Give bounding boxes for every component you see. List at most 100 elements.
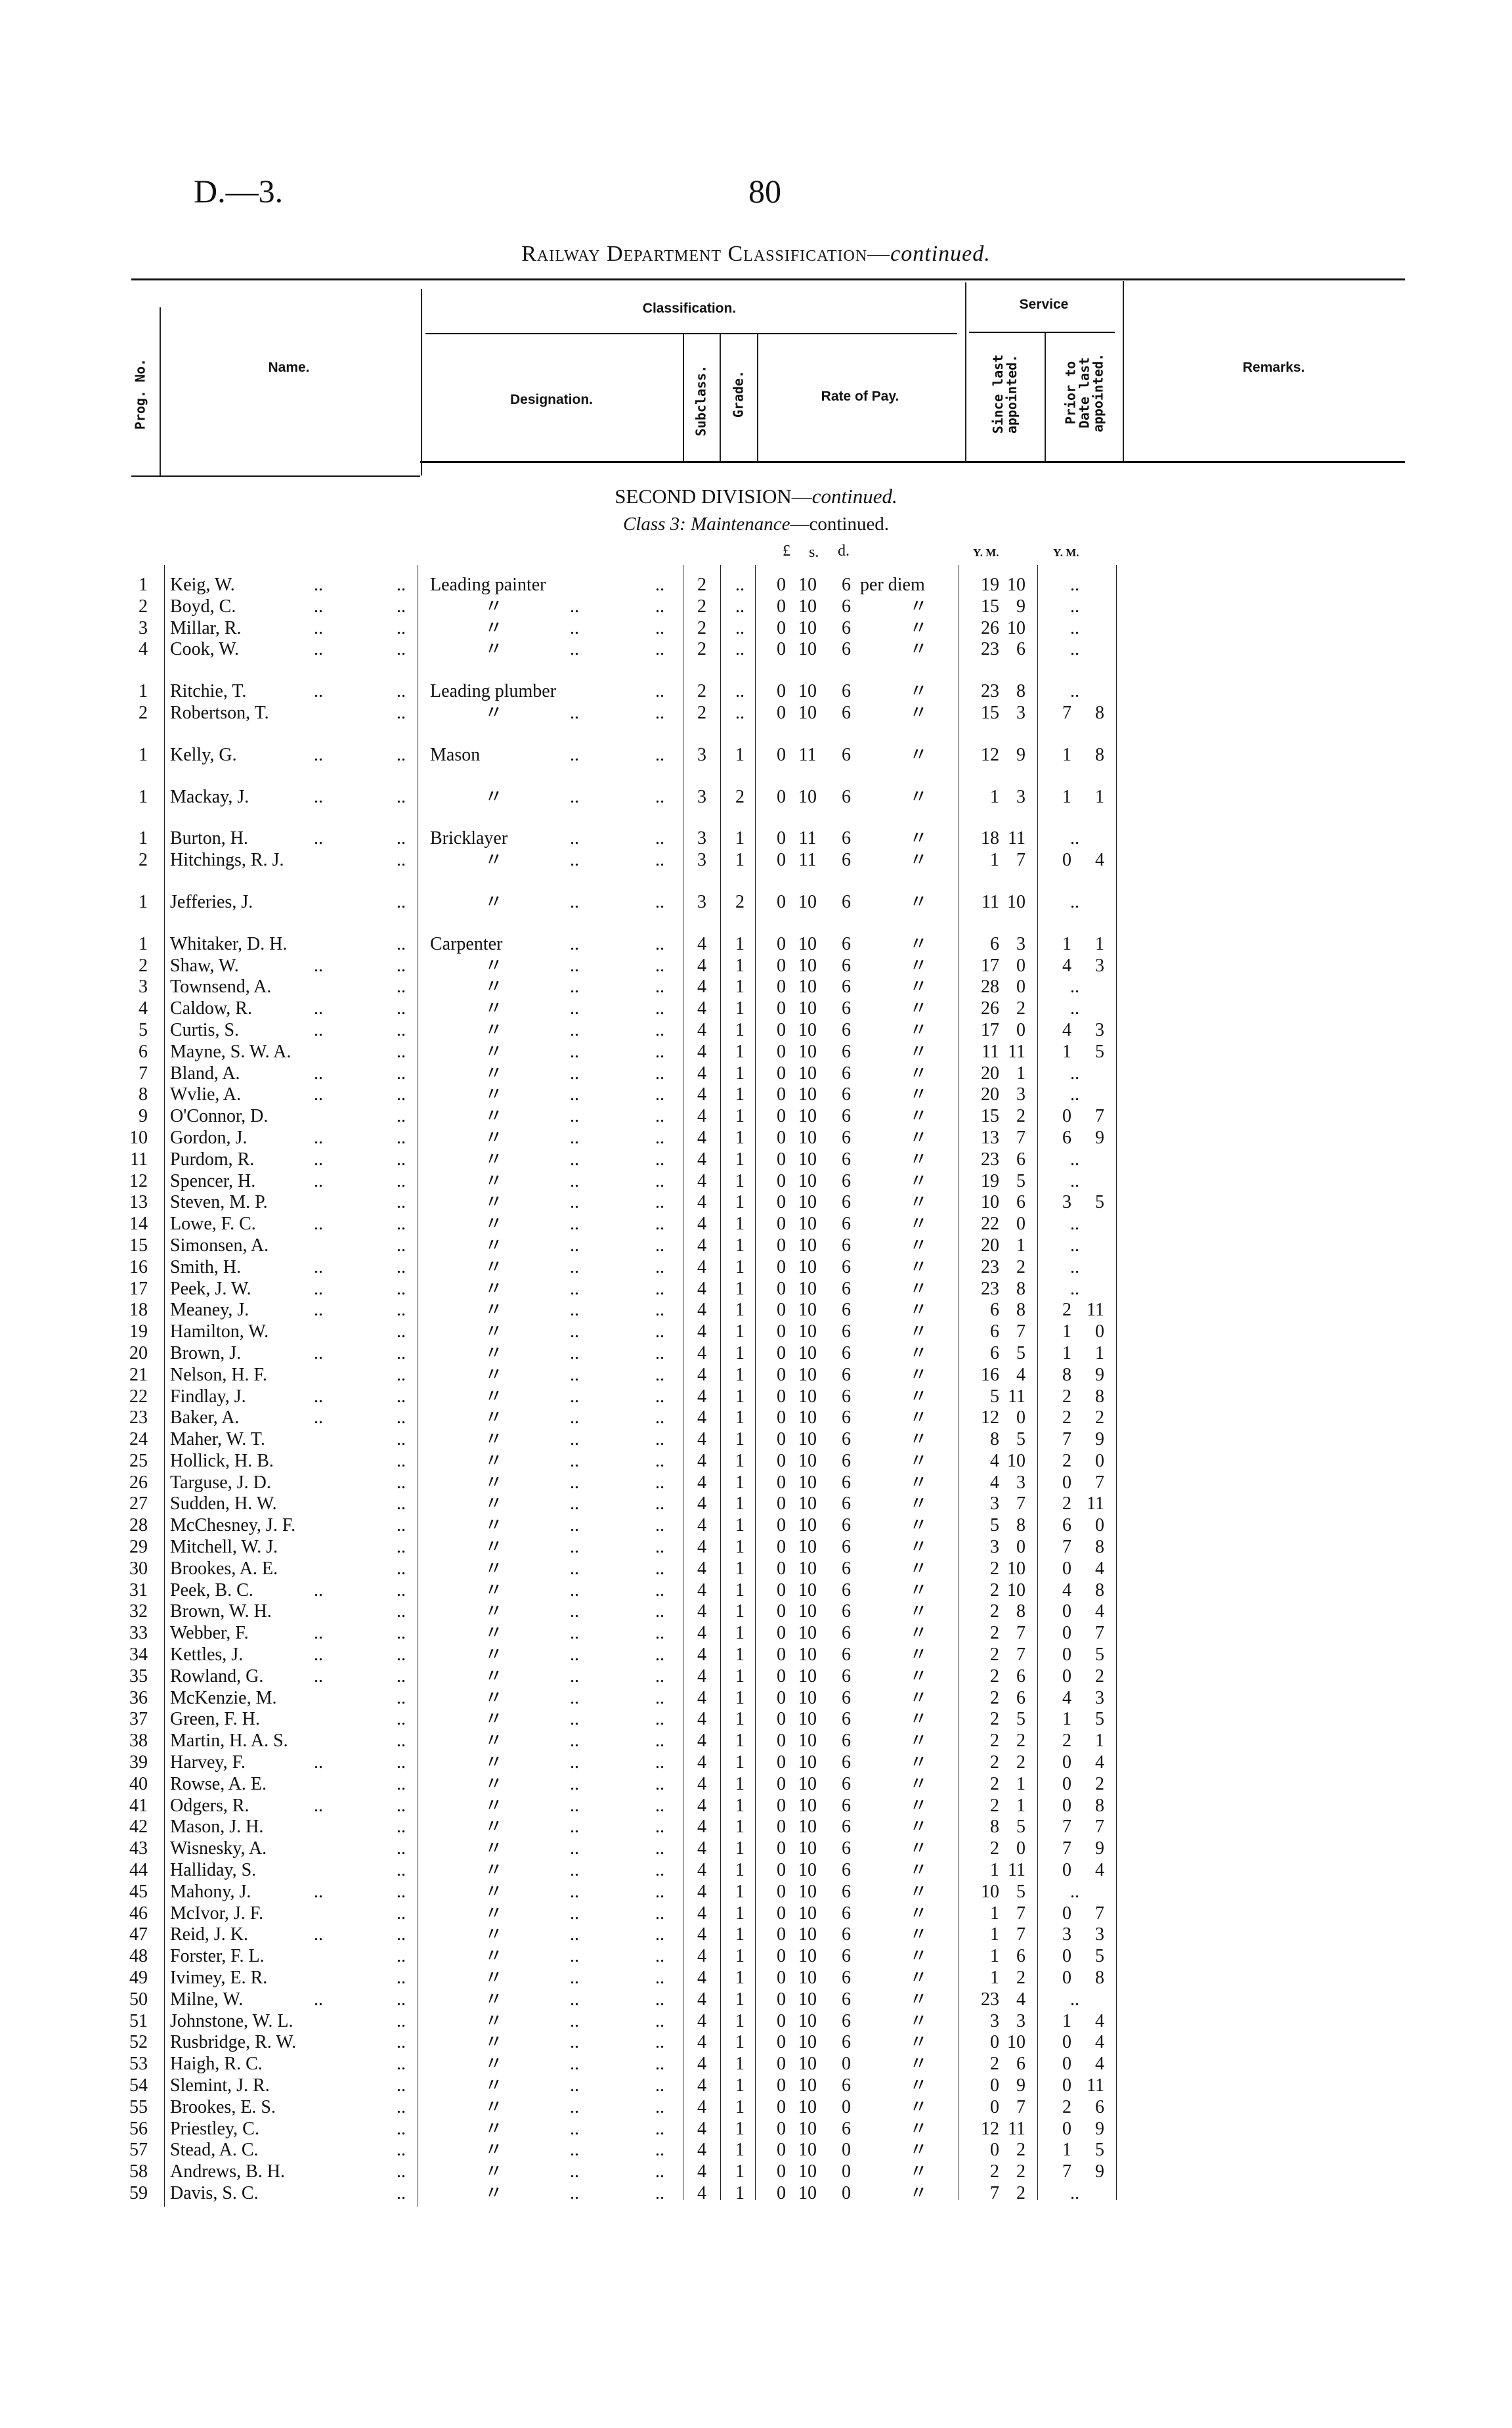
grade: 1	[735, 1364, 745, 1385]
pay-shillings: 10	[798, 1881, 817, 1902]
prior-months: 8	[1095, 744, 1104, 765]
dot-leader: ..	[570, 2054, 579, 2075]
prog-no: 1	[139, 891, 148, 912]
pay-pence: 6	[842, 1558, 851, 1579]
pay-pounds: 0	[777, 1903, 786, 1924]
designation: 〃	[485, 998, 504, 1019]
prior-years: ..	[1070, 575, 1079, 595]
dot-leader: ..	[397, 2075, 406, 2096]
dot-leader: ..	[570, 1752, 579, 1773]
body-divider-subclass	[720, 565, 721, 2200]
dot-leader: ..	[570, 1450, 579, 1471]
table-row: 12 Spencer, H. 4 1 0 10 6 19 5.. 〃〃........	[0, 1171, 1512, 1193]
subclass: 4	[697, 1149, 706, 1170]
pay-period: 〃	[909, 1881, 928, 1902]
header-subclass: Subclass.	[693, 364, 709, 437]
header-since-last-appointed: Since last appointed.	[990, 354, 1020, 434]
employee-name: Davis, S. C.	[170, 2182, 259, 2203]
dot-leader: ..	[655, 596, 664, 617]
prior-months: 2	[1095, 1666, 1104, 1687]
since-months: 11	[1008, 1860, 1026, 1881]
dot-leader: ..	[570, 744, 579, 765]
prog-no: 55	[129, 2096, 148, 2117]
subclass: 3	[697, 850, 706, 871]
unit-shillings: s.	[809, 544, 819, 561]
dot-leader: ..	[397, 1106, 406, 1127]
pay-shillings: 10	[798, 2161, 817, 2182]
grade: 1	[735, 1127, 745, 1148]
prior-months: 11	[1087, 1300, 1104, 1321]
since-years: 5	[990, 1515, 999, 1536]
prog-no: 51	[129, 2010, 148, 2031]
dot-leader: ..	[397, 998, 406, 1019]
pay-shillings: 10	[798, 639, 817, 660]
prior-months: 5	[1095, 1709, 1104, 1730]
since-months: 8	[1016, 1278, 1026, 1299]
prog-no: 32	[129, 1601, 148, 1622]
pay-period: 〃	[909, 1429, 928, 1450]
employee-name: Whitaker, D. H.	[170, 933, 288, 954]
designation: 〃	[485, 1429, 504, 1450]
pay-shillings: 10	[798, 1537, 817, 1558]
designation: 〃	[485, 1450, 504, 1471]
pay-shillings: 10	[798, 1364, 817, 1385]
pay-shillings: 10	[798, 1709, 817, 1730]
grade: 1	[735, 1946, 745, 1967]
dot-leader: ..	[655, 1666, 664, 1687]
pay-period: 〃	[909, 617, 928, 638]
pay-period: 〃	[909, 1170, 928, 1191]
prior-months: 0	[1095, 1515, 1104, 1536]
prior-years: 1	[1062, 1321, 1071, 1342]
grade: ..	[735, 681, 745, 702]
prog-no: 19	[129, 1321, 148, 1342]
grade: ..	[735, 575, 745, 595]
dot-leader: ..	[655, 1515, 664, 1536]
dot-leader: ..	[570, 1063, 579, 1084]
grade: 1	[735, 1903, 745, 1924]
pay-period: 〃	[909, 828, 928, 849]
designation: 〃	[485, 2075, 504, 2096]
pay-pence: 6	[842, 1644, 851, 1666]
dot-leader: ..	[397, 1903, 406, 1924]
prior-months: 4	[1095, 2010, 1104, 2031]
pay-pounds: 0	[777, 1558, 786, 1579]
dot-leader: ..	[570, 1623, 579, 1644]
prog-no: 34	[129, 1644, 148, 1666]
prior-years: ..	[1070, 639, 1079, 660]
subclass: 2	[697, 575, 706, 595]
designation: 〃	[485, 850, 504, 871]
designation: 〃	[485, 1063, 504, 1084]
prog-no: 43	[129, 1838, 148, 1859]
subclass: 4	[697, 1278, 706, 1299]
prior-years: 0	[1062, 2054, 1071, 2075]
since-years: 17	[981, 1019, 999, 1040]
employee-name: Hollick, H. B.	[170, 1450, 274, 1471]
pay-pounds: 0	[777, 1149, 786, 1170]
table-row: 10 Gordon, J. 4 1 0 10 6 13 7 6 9 〃〃........	[0, 1128, 1512, 1149]
pay-period: 〃	[909, 2140, 928, 2161]
prior-months: 9	[1095, 2118, 1104, 2139]
since-months: 0	[1016, 977, 1026, 998]
dot-leader: ..	[397, 1256, 406, 1277]
dot-leader: ..	[655, 1731, 664, 1752]
header-designation: Designation.	[509, 392, 593, 407]
pay-period: 〃	[909, 2161, 928, 2182]
pay-period: 〃	[909, 2075, 928, 2096]
prog-no: 40	[129, 1773, 148, 1794]
dot-leader: ..	[570, 1149, 579, 1170]
grade: 1	[735, 1450, 745, 1471]
subclass: 4	[697, 1924, 706, 1945]
dot-leader: ..	[655, 998, 664, 1019]
designation-group: 1 Whitaker, D. H. 4 1 0 10 6 6 3 1 1 Carpenter 〃....…	[0, 934, 1512, 2205]
subclass: 4	[697, 1946, 706, 1967]
dot-leader: ..	[655, 1773, 664, 1794]
prior-years: 4	[1062, 1019, 1071, 1040]
pay-pounds: 0	[777, 1666, 786, 1687]
table-row: 3 Townsend, A. 4 1 0 10 6 28 0.. 〃〃......	[0, 977, 1512, 998]
subclass: 4	[697, 2075, 706, 2096]
dot-leader: ..	[655, 1946, 664, 1967]
pay-pounds: 0	[777, 575, 786, 595]
prior-months: 1	[1095, 1342, 1104, 1363]
dot-leader: ..	[314, 1623, 323, 1644]
dot-leader: ..	[314, 1127, 323, 1148]
